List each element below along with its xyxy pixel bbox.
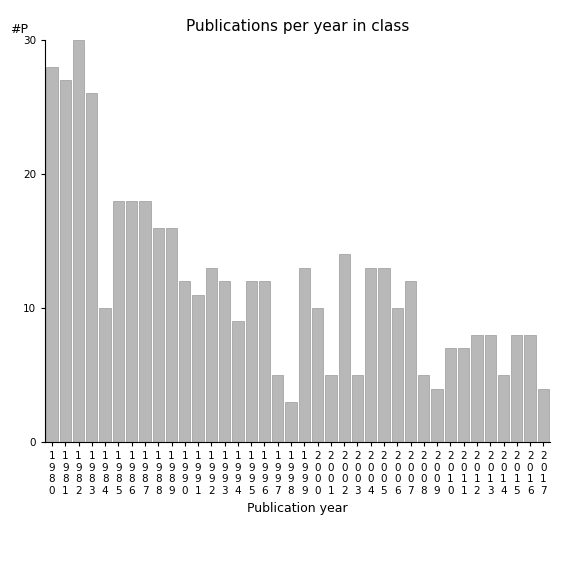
Bar	[206, 268, 217, 442]
Bar	[352, 375, 363, 442]
Bar	[431, 388, 443, 442]
Bar	[153, 227, 164, 442]
Bar	[365, 268, 376, 442]
Bar	[272, 375, 284, 442]
Bar	[471, 335, 483, 442]
Bar	[219, 281, 230, 442]
Bar	[418, 375, 429, 442]
Bar	[126, 201, 137, 442]
Bar	[73, 40, 84, 442]
Bar	[392, 308, 403, 442]
Bar	[299, 268, 310, 442]
Bar	[86, 94, 98, 442]
Title: Publications per year in class: Publications per year in class	[186, 19, 409, 35]
Bar	[405, 281, 416, 442]
Bar	[538, 388, 549, 442]
Bar	[259, 281, 270, 442]
Bar	[113, 201, 124, 442]
Bar	[445, 348, 456, 442]
Bar	[485, 335, 496, 442]
Bar	[60, 80, 71, 442]
Bar	[166, 227, 177, 442]
Bar	[179, 281, 191, 442]
Bar	[325, 375, 337, 442]
Bar	[285, 402, 297, 442]
Bar	[99, 308, 111, 442]
Bar	[511, 335, 522, 442]
Bar	[338, 255, 350, 442]
Bar	[378, 268, 390, 442]
Bar	[498, 375, 509, 442]
Bar	[192, 295, 204, 442]
Text: #P: #P	[10, 23, 28, 36]
Bar	[312, 308, 323, 442]
Bar	[232, 321, 244, 442]
X-axis label: Publication year: Publication year	[247, 502, 348, 515]
Bar	[524, 335, 536, 442]
Bar	[458, 348, 469, 442]
Bar	[246, 281, 257, 442]
Bar	[46, 66, 58, 442]
Bar	[139, 201, 151, 442]
